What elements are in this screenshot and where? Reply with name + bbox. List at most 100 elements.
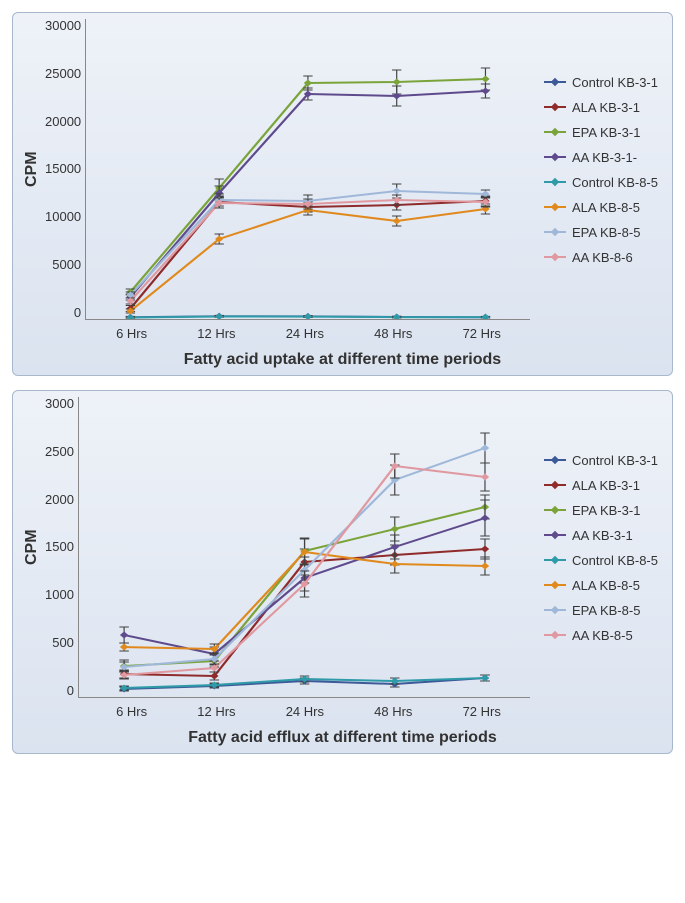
legend-swatch-icon — [544, 559, 566, 561]
y-tick-label: 20000 — [45, 115, 81, 128]
series-marker-icon — [120, 631, 128, 638]
legend-item: EPA KB-8-5 — [544, 225, 658, 240]
series-line — [131, 209, 486, 311]
x-tick-label: 24 Hrs — [286, 704, 324, 719]
y-tick-label: 2500 — [45, 445, 74, 458]
x-tick-label: 12 Hrs — [197, 326, 235, 341]
legend-item: AA KB-3-1 — [544, 528, 658, 543]
legend-swatch-icon — [544, 534, 566, 536]
legend-label: EPA KB-3-1 — [572, 125, 640, 140]
plot-area-uptake — [85, 19, 530, 320]
legend-swatch-icon — [544, 584, 566, 586]
legend-swatch-icon — [544, 206, 566, 208]
y-axis-title: CPM — [19, 397, 45, 698]
legend-label: EPA KB-8-5 — [572, 225, 640, 240]
x-tick-label: 12 Hrs — [197, 704, 235, 719]
legend-item: EPA KB-3-1 — [544, 125, 658, 140]
legend-label: ALA KB-3-1 — [572, 100, 640, 115]
y-tick-label: 25000 — [45, 67, 81, 80]
legend-item: EPA KB-3-1 — [544, 503, 658, 518]
series-line — [131, 91, 486, 297]
y-axis-title: CPM — [19, 19, 45, 320]
y-axis-ticks: 30000 25000 20000 15000 10000 5000 0 — [45, 19, 85, 319]
series-marker-icon — [390, 560, 398, 567]
chart-panel-efflux: CPM 3000 2500 2000 1500 1000 500 0 Control KB-… — [12, 390, 673, 754]
series-marker-icon — [481, 674, 489, 681]
series-marker-icon — [393, 217, 401, 224]
y-tick-label: 15000 — [45, 162, 81, 175]
legend-item: AA KB-8-5 — [544, 628, 658, 643]
x-tick-label: 6 Hrs — [116, 326, 147, 341]
legend-item: EPA KB-8-5 — [544, 603, 658, 618]
legend-swatch-icon — [544, 509, 566, 511]
x-tick-label: 72 Hrs — [463, 704, 501, 719]
series-marker-icon — [304, 313, 312, 319]
legend-label: AA KB-3-1- — [572, 150, 637, 165]
x-tick-label: 6 Hrs — [116, 704, 147, 719]
series-marker-icon — [215, 313, 223, 319]
legend-uptake: Control KB-3-1 ALA KB-3-1 EPA KB-3-1 AA KB-… — [530, 19, 666, 320]
y-tick-label: 1000 — [45, 588, 74, 601]
y-tick-label: 1500 — [45, 540, 74, 553]
y-tick-label: 10000 — [45, 210, 81, 223]
legend-label: EPA KB-3-1 — [572, 503, 640, 518]
y-tick-label: 5000 — [52, 258, 81, 271]
legend-swatch-icon — [544, 256, 566, 258]
x-axis-title: Fatty acid uptake at different time peri… — [19, 351, 666, 369]
legend-item: Control KB-3-1 — [544, 453, 658, 468]
x-tick-label: 48 Hrs — [374, 704, 412, 719]
legend-swatch-icon — [544, 484, 566, 486]
legend-swatch-icon — [544, 634, 566, 636]
legend-swatch-icon — [544, 131, 566, 133]
legend-swatch-icon — [544, 81, 566, 83]
legend-efflux: Control KB-3-1 ALA KB-3-1 EPA KB-3-1 AA KB-… — [530, 397, 666, 698]
legend-swatch-icon — [544, 459, 566, 461]
legend-label: ALA KB-3-1 — [572, 478, 640, 493]
legend-label: Control KB-8-5 — [572, 175, 658, 190]
y-tick-label: 3000 — [45, 397, 74, 410]
legend-swatch-icon — [544, 231, 566, 233]
series-marker-icon — [393, 187, 401, 194]
series-marker-icon — [126, 314, 134, 319]
legend-item: ALA KB-3-1 — [544, 100, 658, 115]
plot-area-efflux — [78, 397, 530, 698]
legend-swatch-icon — [544, 609, 566, 611]
legend-label: ALA KB-8-5 — [572, 200, 640, 215]
legend-label: EPA KB-8-5 — [572, 603, 640, 618]
legend-item: ALA KB-8-5 — [544, 578, 658, 593]
legend-label: Control KB-3-1 — [572, 453, 658, 468]
y-tick-label: 0 — [74, 306, 81, 319]
series-marker-icon — [120, 663, 128, 670]
legend-swatch-icon — [544, 156, 566, 158]
series-marker-icon — [481, 545, 489, 552]
y-tick-label: 2000 — [45, 493, 74, 506]
series-marker-icon — [482, 75, 490, 82]
x-tick-label: 24 Hrs — [286, 326, 324, 341]
series-marker-icon — [120, 643, 128, 650]
y-tick-label: 30000 — [45, 19, 81, 32]
legend-label: Control KB-3-1 — [572, 75, 658, 90]
y-tick-label: 500 — [52, 636, 74, 649]
legend-item: Control KB-8-5 — [544, 175, 658, 190]
series-marker-icon — [482, 314, 490, 319]
legend-item: ALA KB-8-5 — [544, 200, 658, 215]
series-line — [131, 79, 486, 292]
legend-item: Control KB-3-1 — [544, 75, 658, 90]
series-marker-icon — [120, 671, 128, 678]
series-marker-icon — [481, 562, 489, 569]
legend-item: Control KB-8-5 — [544, 553, 658, 568]
y-tick-label: 0 — [67, 684, 74, 697]
x-tick-label: 48 Hrs — [374, 326, 412, 341]
x-axis-title: Fatty acid efflux at different time peri… — [19, 729, 666, 747]
series-marker-icon — [481, 444, 489, 451]
legend-item: AA KB-8-6 — [544, 250, 658, 265]
legend-label: AA KB-8-5 — [572, 628, 633, 643]
legend-label: AA KB-8-6 — [572, 250, 633, 265]
series-marker-icon — [482, 87, 490, 94]
legend-item: AA KB-3-1- — [544, 150, 658, 165]
legend-swatch-icon — [544, 181, 566, 183]
x-axis-ticks: 6 Hrs12 Hrs24 Hrs48 Hrs72 Hrs — [91, 326, 526, 341]
legend-label: AA KB-3-1 — [572, 528, 633, 543]
series-marker-icon — [390, 525, 398, 532]
chart-panel-uptake: CPM 30000 25000 20000 15000 10000 5000 0 Contr… — [12, 12, 673, 376]
